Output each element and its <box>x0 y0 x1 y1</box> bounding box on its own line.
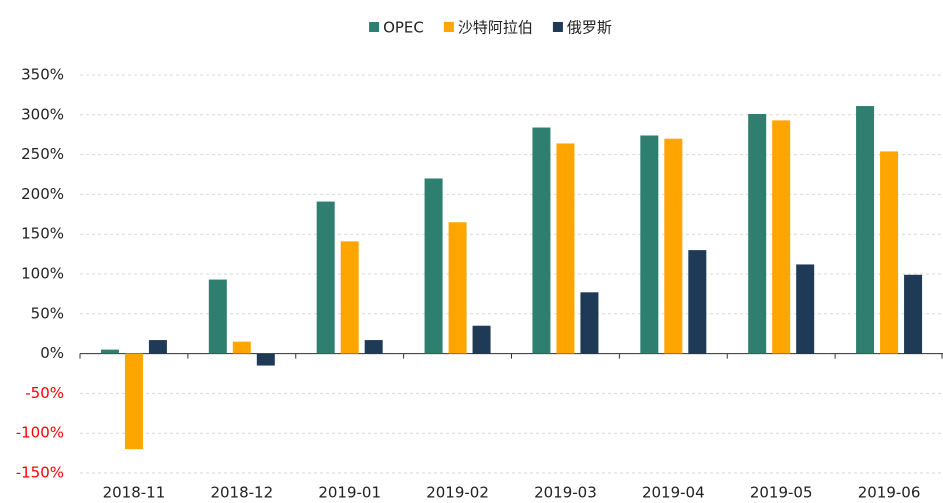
y-tick-label: -100% <box>16 424 64 442</box>
bar <box>424 178 443 354</box>
bar <box>148 340 167 354</box>
bar <box>772 120 791 354</box>
x-tick-label: 2019-06 <box>858 484 921 502</box>
bar <box>556 143 575 354</box>
bar <box>364 340 383 354</box>
x-tick-label: 2019-03 <box>534 484 597 502</box>
x-tick-label: 2018-12 <box>210 484 273 502</box>
bar <box>448 222 467 354</box>
legend-label: 俄罗斯 <box>567 19 612 37</box>
bar <box>256 353 275 366</box>
bar <box>688 250 707 354</box>
y-tick-label: -150% <box>16 464 64 482</box>
bar <box>232 341 251 354</box>
y-tick-label: 150% <box>21 225 64 243</box>
bar <box>904 274 923 354</box>
bar <box>664 138 683 354</box>
x-tick-label: 2019-04 <box>642 484 705 502</box>
y-tick-label: 300% <box>21 105 64 123</box>
x-tick-label: 2019-02 <box>426 484 489 502</box>
bar <box>208 279 227 354</box>
x-tick-label: 2018-11 <box>103 484 166 502</box>
legend-label: OPEC <box>383 19 424 37</box>
y-tick-label: 0% <box>40 344 64 362</box>
y-tick-label: 50% <box>31 304 64 322</box>
bar <box>532 127 551 354</box>
bar <box>124 353 143 450</box>
y-tick-label: 200% <box>21 185 64 203</box>
y-tick-label: 350% <box>21 66 64 84</box>
y-tick-label: 250% <box>21 145 64 163</box>
bar <box>100 349 119 354</box>
bar <box>856 106 875 354</box>
legend-swatch <box>552 22 563 32</box>
legend-swatch <box>369 22 380 32</box>
legend-swatch <box>443 22 454 32</box>
bar <box>748 114 767 354</box>
bar <box>580 292 599 354</box>
bar <box>316 201 335 354</box>
bar <box>880 151 899 354</box>
x-tick-label: 2019-01 <box>318 484 381 502</box>
legend-label: 沙特阿拉伯 <box>458 19 533 37</box>
bar <box>472 325 491 354</box>
bar <box>640 135 659 354</box>
bar <box>340 241 359 354</box>
bar <box>796 264 815 354</box>
y-tick-label: -50% <box>25 384 64 402</box>
y-tick-label: 100% <box>21 265 64 283</box>
x-tick-label: 2019-05 <box>750 484 813 502</box>
